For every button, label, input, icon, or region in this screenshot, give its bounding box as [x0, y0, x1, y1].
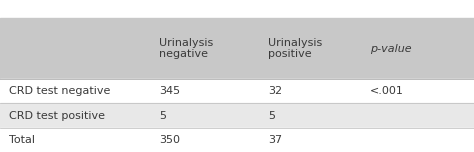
- Text: 37: 37: [268, 135, 282, 145]
- Text: 345: 345: [159, 86, 180, 96]
- Bar: [0, 0, 474, 18]
- Text: Urinalysis
positive: Urinalysis positive: [268, 38, 322, 59]
- Bar: [0, 79, 474, 103]
- Text: <.001: <.001: [370, 86, 403, 96]
- Text: 5: 5: [159, 111, 166, 121]
- Text: p-value: p-value: [370, 44, 411, 54]
- Text: CRD test positive: CRD test positive: [9, 111, 106, 121]
- Text: 350: 350: [159, 135, 180, 145]
- Text: Total: Total: [9, 135, 36, 145]
- Bar: [0, 18, 474, 79]
- Text: 5: 5: [268, 111, 275, 121]
- Bar: [0, 128, 474, 152]
- Bar: [0, 103, 474, 128]
- Text: Urinalysis
negative: Urinalysis negative: [159, 38, 213, 59]
- Text: CRD test negative: CRD test negative: [9, 86, 111, 96]
- Text: 32: 32: [268, 86, 282, 96]
